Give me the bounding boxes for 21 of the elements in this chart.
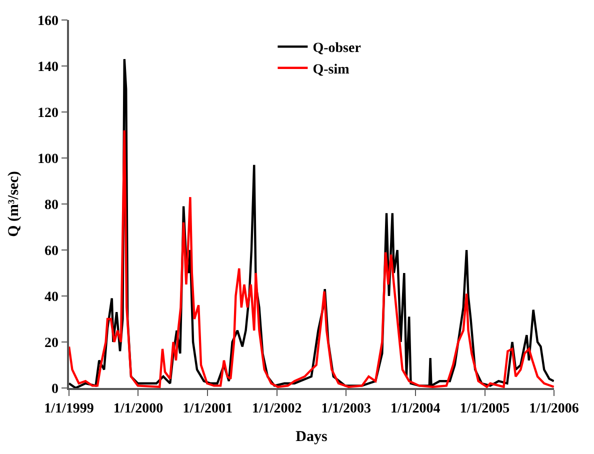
x-tick-label: 1/1/1999 xyxy=(44,402,94,417)
legend-label: Q-sim xyxy=(312,62,350,78)
y-tick-label: 140 xyxy=(37,60,58,75)
legend-label: Q-obser xyxy=(312,41,361,56)
x-tick-label: 1/1/2006 xyxy=(529,402,579,417)
x-tick-label: 1/1/2001 xyxy=(182,402,233,417)
x-tick-label: 1/1/2002 xyxy=(252,402,302,417)
y-tick-label: 80 xyxy=(44,198,58,213)
x-tick-label: 1/1/2004 xyxy=(390,402,440,417)
y-tick-label: 100 xyxy=(37,152,58,167)
y-tick-label: 40 xyxy=(44,290,58,305)
y-axis-title: Q (m³/sec) xyxy=(6,171,22,237)
x-tick-label: 1/1/2000 xyxy=(113,402,164,417)
y-tick-label: 120 xyxy=(37,106,58,121)
y-tick-label: 160 xyxy=(37,14,58,29)
y-tick-label: 0 xyxy=(51,382,58,397)
y-tick-label: 60 xyxy=(44,244,58,259)
x-tick-label: 1/1/2003 xyxy=(321,402,372,417)
x-axis-title: Days xyxy=(296,429,328,446)
y-tick-label: 20 xyxy=(44,336,58,351)
x-tick-label: 1/1/2005 xyxy=(460,402,510,417)
